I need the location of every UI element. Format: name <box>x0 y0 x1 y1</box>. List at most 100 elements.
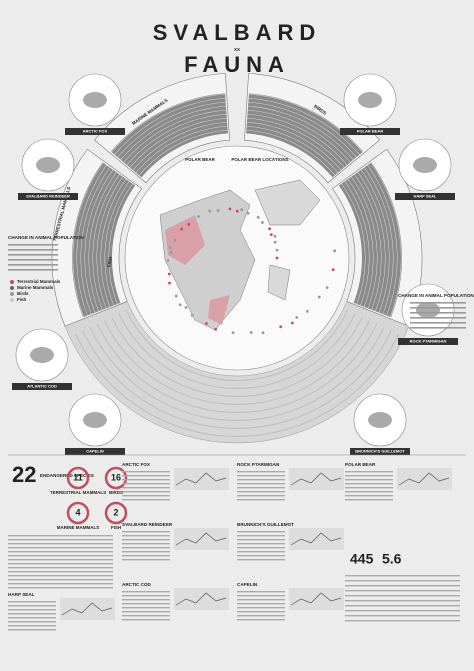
map-dot <box>205 322 208 325</box>
map-dot <box>168 245 172 249</box>
map-dot <box>305 309 309 313</box>
text-line <box>122 543 170 545</box>
text-line <box>8 575 113 577</box>
map-dot <box>208 209 212 213</box>
panel-title: ARCTIC COD <box>122 582 152 587</box>
map-dot <box>167 272 171 276</box>
text-line <box>345 595 460 597</box>
map-dot <box>187 222 191 226</box>
callout-tag <box>18 193 78 200</box>
text-line <box>122 475 170 477</box>
map-label: POLAR BEAR <box>185 157 216 162</box>
panel-chart <box>60 598 115 620</box>
text-line <box>8 605 56 607</box>
title-top: SVALBARD <box>153 20 322 45</box>
text-line <box>122 535 170 537</box>
map-dot <box>246 211 250 215</box>
text-line <box>345 475 393 477</box>
text-line <box>122 487 170 489</box>
text-line <box>237 543 285 545</box>
map-dot <box>268 227 272 231</box>
map-island <box>254 179 321 226</box>
text-line <box>237 615 285 617</box>
stat-ring <box>66 501 90 525</box>
text-line <box>410 322 466 324</box>
callout-tag <box>12 383 72 390</box>
stat-value: 4 <box>75 507 80 517</box>
text-line <box>122 539 170 541</box>
map-dot <box>173 238 177 242</box>
map-dot <box>190 314 194 317</box>
text-line <box>410 302 466 304</box>
legend-swatch <box>10 292 14 296</box>
panel-chart-line <box>175 532 227 546</box>
text-line <box>8 254 58 256</box>
animal-icon <box>83 412 107 428</box>
stat-label: TERRESTRIAL MAMMALS <box>50 490 106 495</box>
text-line <box>237 495 285 497</box>
text-line <box>237 483 285 485</box>
text-line <box>122 551 170 553</box>
map-dot <box>235 209 239 213</box>
text-line <box>237 531 285 533</box>
text-line <box>8 269 58 271</box>
text-line <box>345 575 460 577</box>
text-line <box>345 585 460 587</box>
text-line <box>237 551 285 553</box>
map-dot <box>295 315 299 319</box>
map-dot <box>290 321 294 325</box>
callout-tag <box>398 338 458 345</box>
text-line <box>122 619 170 621</box>
text-line <box>237 599 285 601</box>
text-line <box>410 307 466 309</box>
text-line <box>8 244 58 246</box>
text-line <box>8 613 56 615</box>
text-line <box>345 605 460 607</box>
text-line <box>345 471 393 473</box>
text-line <box>237 559 285 561</box>
stat-ring <box>66 466 90 490</box>
panel-chart-line <box>175 472 227 486</box>
animal-icon <box>368 412 392 428</box>
text-line <box>237 479 285 481</box>
text-line <box>122 559 170 561</box>
text-line <box>237 499 285 501</box>
panel-chart-line <box>61 602 113 616</box>
text-line <box>345 479 393 481</box>
map-dot <box>184 306 188 309</box>
stat-label: MARINE MAMMALS <box>57 525 100 530</box>
text-line <box>122 599 170 601</box>
legend-label: Marine Mammals <box>17 285 54 290</box>
map-dot <box>178 303 182 307</box>
text-line <box>122 471 170 473</box>
text-line <box>237 607 285 609</box>
text-line <box>122 555 170 557</box>
stat-label: FISH <box>111 525 121 530</box>
text-line <box>8 547 113 549</box>
stat-total: 22 <box>12 462 36 487</box>
text-line <box>345 620 460 622</box>
map-dot <box>166 259 170 262</box>
panel-chart <box>174 588 229 610</box>
map-highlight <box>208 295 230 325</box>
text-line <box>8 567 113 569</box>
map-dot <box>216 209 220 212</box>
legend-label: Fish <box>17 297 27 302</box>
polar-bear-stat: 5.6 <box>382 551 402 567</box>
text-line <box>237 539 285 541</box>
side-title: CHANGE IN ANIMAL POPULATION <box>398 293 474 298</box>
map-dot <box>197 215 200 218</box>
text-line <box>122 495 170 497</box>
map-dot <box>331 268 335 272</box>
callout-label: SVALBARD REINDEER <box>26 194 70 199</box>
map-dot <box>231 331 235 335</box>
text-line <box>237 535 285 537</box>
map-label: POLAR BEAR LOCATIONS <box>231 157 288 162</box>
text-line <box>8 621 56 623</box>
legend-label: Birds <box>17 291 29 296</box>
ring-sector-inner <box>71 162 136 318</box>
text-line <box>8 587 113 589</box>
text-line <box>237 475 285 477</box>
stat-value: 2 <box>113 507 118 517</box>
